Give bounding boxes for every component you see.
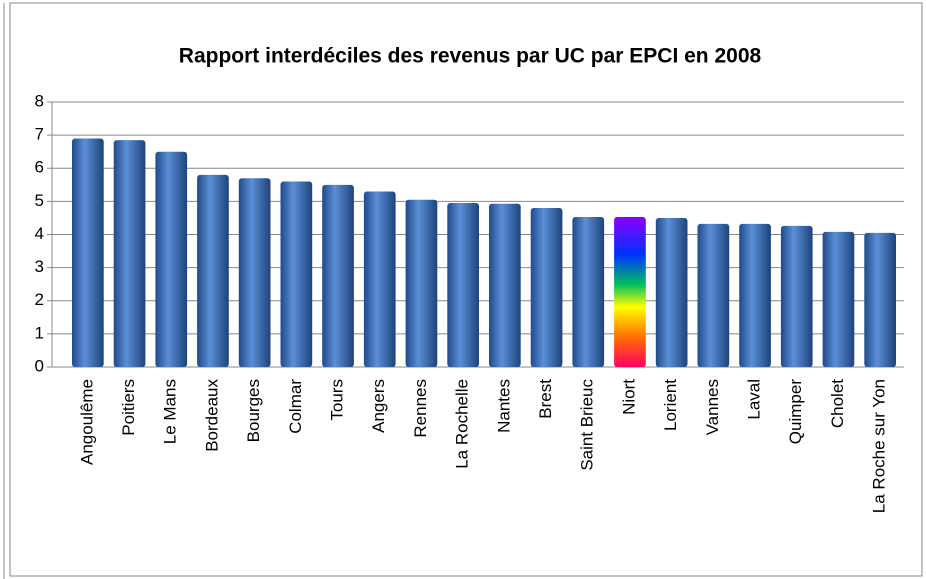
x-tick-label: Bourges [244, 379, 263, 442]
bar [572, 216, 605, 367]
bar [780, 225, 813, 367]
x-tick-label: Poitiers [119, 379, 138, 436]
x-tick-label: Bordeaux [202, 379, 221, 452]
x-tick-label: Lorient [661, 379, 680, 431]
x-tick-label: Niort [619, 379, 638, 415]
bar [447, 203, 479, 367]
x-tick-label: Cholet [828, 379, 847, 428]
y-tick-label: 2 [35, 290, 44, 309]
y-tick-label: 7 [35, 125, 44, 144]
bar [614, 216, 646, 367]
bar [655, 217, 688, 367]
x-tick-label: La Rochelle [453, 379, 472, 469]
bar [280, 181, 313, 367]
x-tick-label: Tours [328, 379, 347, 421]
bar [113, 140, 146, 367]
x-tick-label: Saint Brieuc [578, 379, 597, 471]
x-tick-label: Vannes [703, 379, 722, 435]
bar [322, 184, 354, 367]
bar [739, 223, 771, 367]
x-tick-label: Angoulême [77, 379, 96, 465]
bar [155, 151, 188, 367]
y-tick-label: 3 [35, 257, 44, 276]
bar [197, 174, 229, 367]
bar [864, 232, 896, 367]
y-tick-label: 8 [35, 91, 44, 110]
bar [405, 199, 438, 367]
y-tick-label: 1 [35, 323, 44, 342]
x-tick-label: La Roche sur Yon [870, 379, 889, 513]
bar [238, 178, 271, 367]
x-tick-label: Rennes [411, 379, 430, 438]
x-tick-label: Brest [536, 379, 555, 419]
x-tick-label: Nantes [494, 379, 513, 433]
x-tick-label: Colmar [286, 379, 305, 434]
x-tick-label: Angers [369, 379, 388, 433]
y-tick-label: 4 [35, 224, 44, 243]
bar [697, 223, 730, 367]
frame [9, 2, 923, 577]
x-tick-label: Le Mans [161, 379, 180, 444]
bar [72, 138, 104, 367]
y-tick-label: 5 [35, 191, 44, 210]
x-tick-label: Laval [745, 379, 764, 420]
bar [363, 191, 396, 367]
y-tick-label: 6 [35, 158, 44, 177]
bar [822, 231, 855, 367]
bar [530, 208, 563, 367]
bar [489, 203, 521, 367]
y-tick-label: 0 [35, 356, 44, 375]
x-tick-label: Quimper [786, 379, 805, 445]
chart-title: Rapport interdéciles des revenus par UC … [179, 45, 762, 68]
